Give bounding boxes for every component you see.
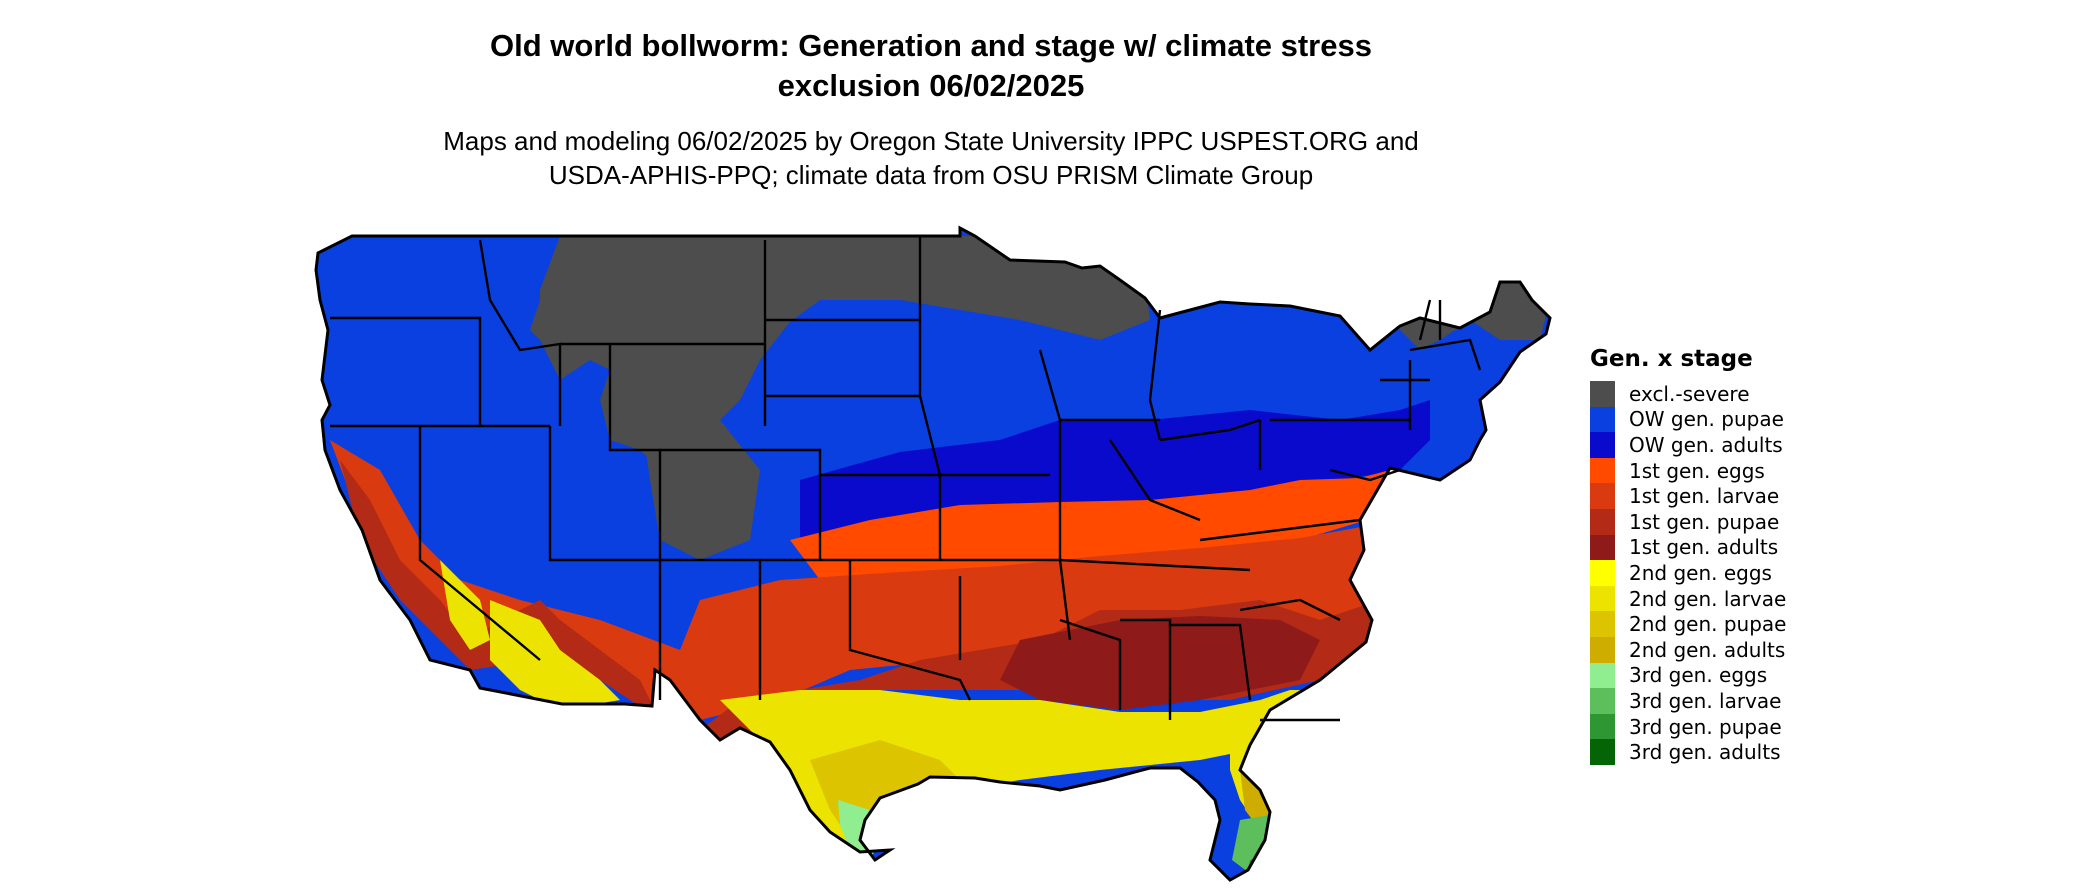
legend-swatch: [1590, 636, 1615, 663]
legend-item: 3rd gen. adults: [1590, 739, 1786, 765]
legend-title: Gen. x stage: [1590, 346, 1753, 372]
legend-label: 3rd gen. pupae: [1629, 714, 1782, 739]
legend-swatch: [1590, 560, 1615, 586]
legend-swatch: [1590, 739, 1615, 765]
legend-label: 2nd gen. larvae: [1629, 586, 1787, 611]
legend-swatch: [1590, 585, 1615, 612]
legend-swatch: [1590, 432, 1615, 458]
legend-swatch: [1590, 508, 1615, 535]
legend-swatch: [1590, 406, 1615, 433]
legend-swatch: [1590, 381, 1615, 407]
legend-label: 1st gen. eggs: [1629, 458, 1765, 483]
zone-excluded-rockies: [640, 410, 760, 560]
legend-item: OW gen. adults: [1590, 432, 1786, 458]
zone-2nd-larvae-az: [490, 600, 620, 710]
legend-item: OW gen. pupae: [1590, 406, 1786, 433]
subtitle-line-1: Maps and modeling 06/02/2025 by Oregon S…: [443, 126, 1419, 156]
legend-label: 2nd gen. eggs: [1629, 560, 1772, 585]
legend-item: 3rd gen. pupae: [1590, 713, 1786, 740]
state-borders: [330, 236, 1482, 722]
legend-swatch: [1590, 534, 1615, 561]
legend-label: OW gen. pupae: [1629, 407, 1784, 432]
zone-excluded-idaho: [530, 290, 600, 360]
legend-item: 2nd gen. pupae: [1590, 611, 1786, 637]
legend-label: excl.-severe: [1629, 381, 1750, 406]
legend-label: 2nd gen. pupae: [1629, 612, 1787, 637]
legend-item: 1st gen. pupae: [1590, 508, 1786, 535]
legend: Gen. x stage excl.-severe OW gen. pupae OW…: [1590, 341, 1786, 765]
zone-1st-adults: [1000, 616, 1320, 710]
legend-swatch: [1590, 688, 1615, 714]
legend-item: 2nd gen. larvae: [1590, 585, 1787, 612]
legend-swatch: [1590, 713, 1615, 740]
legend-item: 2nd gen. eggs: [1590, 560, 1786, 586]
legend-item: 3rd gen. eggs: [1590, 662, 1786, 689]
legend-label: 1st gen. larvae: [1629, 484, 1780, 509]
legend-item: 1st gen. adults: [1590, 534, 1786, 561]
legend-label: 1st gen. pupae: [1629, 509, 1780, 534]
legend-label: 2nd gen. adults: [1629, 637, 1786, 662]
legend-label: OW gen. adults: [1629, 432, 1783, 457]
legend-swatch: [1590, 457, 1615, 484]
zone-2nd-larvae-ca: [440, 560, 490, 650]
legend-swatch: [1590, 483, 1615, 509]
map-title: Old world bollworm: Generation and stage…: [0, 26, 1862, 106]
title-line-1: Old world bollworm: Generation and stage…: [490, 28, 1372, 63]
legend-item: 2nd gen. adults: [1590, 636, 1786, 663]
legend-item: 1st gen. larvae: [1590, 483, 1786, 509]
legend-label: 3rd gen. adults: [1629, 740, 1781, 765]
legend-item: 3rd gen. larvae: [1590, 688, 1786, 714]
legend-swatch: [1590, 662, 1615, 689]
legend-label: 3rd gen. eggs: [1629, 663, 1768, 688]
legend-label: 3rd gen. larvae: [1629, 688, 1782, 713]
subtitle-line-2: USDA-APHIS-PPQ; climate data from OSU PR…: [548, 160, 1314, 190]
legend-item: excl.-severe: [1590, 381, 1786, 407]
legend-item: 1st gen. eggs: [1590, 457, 1786, 484]
legend-label: 1st gen. adults: [1629, 535, 1779, 560]
zone-1st-eggs: [790, 470, 1400, 580]
legend-swatch: [1590, 611, 1615, 637]
legend-items: excl.-severe OW gen. pupae OW gen. adults 1…: [1590, 381, 1786, 765]
map-subtitle: Maps and modeling 06/02/2025 by Oregon S…: [0, 124, 1862, 192]
title-line-2: exclusion 06/02/2025: [777, 68, 1085, 103]
